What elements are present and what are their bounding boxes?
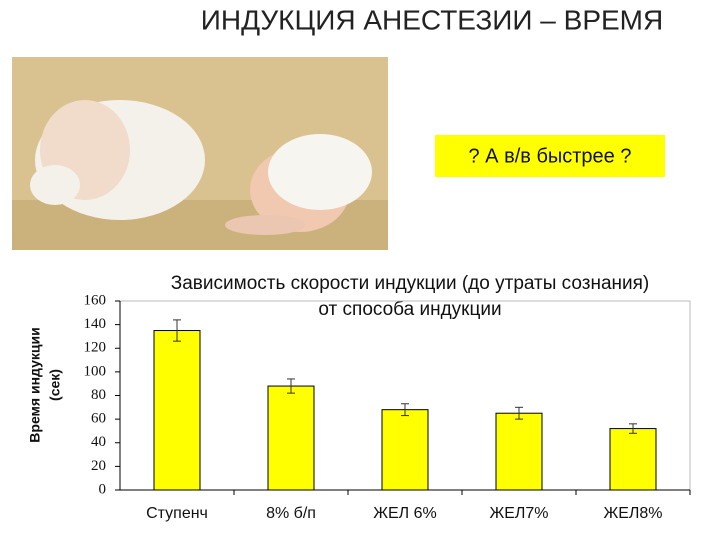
x-tick-label: Ступенч: [146, 505, 208, 522]
bar: [609, 428, 657, 491]
y-tick-label: 140: [84, 316, 107, 332]
x-tick-label: ЖЕЛ8%: [603, 505, 662, 522]
y-tick-label: 160: [84, 292, 107, 308]
bar: [495, 412, 543, 491]
error-bar: [401, 403, 409, 417]
y-tick-label: 120: [84, 340, 107, 356]
chart-title: Зависимость скорости индукции (до утраты…: [171, 273, 649, 294]
error-bar: [629, 423, 637, 434]
y-tick-label: 80: [91, 387, 106, 403]
y-axis-label: Время индукции: [27, 327, 43, 442]
y-tick-label: 40: [91, 434, 106, 450]
y-tick-label: 0: [99, 481, 107, 497]
callout: ? А в/в быстрее ?: [469, 145, 632, 167]
error-bar: [515, 406, 523, 420]
slide-title: ИНДУКЦИЯ АНЕСТЕЗИИ – ВРЕМЯ: [201, 4, 663, 35]
photo: [12, 57, 388, 250]
chart-title: от способа индукции: [318, 299, 501, 320]
x-tick-label: ЖЕЛ7%: [489, 505, 548, 522]
x-tick-label: ЖЕЛ 6%: [373, 505, 437, 522]
callout-box: [435, 135, 665, 177]
bar: [267, 385, 315, 491]
bar: [153, 330, 201, 491]
error-bar: [173, 319, 181, 342]
y-axis-label: (сек): [47, 369, 63, 401]
y-tick-label: 100: [84, 363, 107, 379]
y-tick-label: 60: [91, 411, 106, 427]
y-tick-label: 20: [91, 458, 106, 474]
x-tick-label: 8% б/п: [266, 505, 316, 522]
bar: [381, 409, 429, 491]
error-bar: [287, 378, 295, 394]
